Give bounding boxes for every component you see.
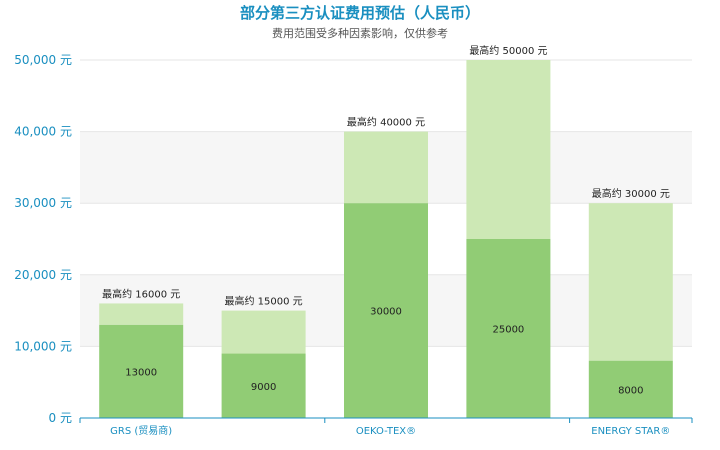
bar-base-label: 30000	[370, 307, 402, 318]
bar-top-label: 最高约 16000 元	[102, 287, 180, 300]
bar-top-label: 最高约 15000 元	[225, 295, 303, 308]
bar-top-label: 最高约 50000 元	[469, 44, 547, 57]
chart-title: 部分第三方认证费用预估（人民币）	[240, 4, 480, 22]
y-tick-label: 30,000 元	[14, 196, 72, 210]
bar-range-segment	[588, 203, 673, 361]
bar-top-label: 最高约 30000 元	[592, 187, 670, 200]
bar-range-segment	[99, 303, 184, 325]
y-axis-ticks: 0 元 10,000 元 20,000 元 30,000 元 40,000 元 50,00…	[14, 53, 72, 425]
x-axis: GRS (贸易商) OEKO-TEX® ENERGY STAR®	[79, 417, 693, 437]
y-tick-label: 20,000 元	[14, 268, 72, 282]
bar-base-label: 25000	[492, 325, 524, 336]
bar-range-segment	[344, 131, 428, 204]
bar-base-label: 13000	[125, 367, 157, 378]
bar-base-segment	[221, 353, 306, 418]
y-tick-label: 10,000 元	[14, 339, 72, 353]
y-tick-label: 0 元	[49, 411, 72, 425]
bar-range-segment	[221, 310, 306, 354]
chart-subtitle: 费用范围受多种因素影响，仅供参考	[272, 26, 448, 40]
y-tick-label: 50,000 元	[14, 53, 72, 67]
x-tick-label: GRS (贸易商)	[110, 424, 172, 437]
bar-range-segment	[466, 60, 551, 239]
bar-base-segment	[588, 360, 673, 418]
y-tick-label: 40,000 元	[14, 125, 72, 139]
bar-base-segment	[466, 239, 551, 418]
bars: 最高约 16000 元 13000 最高约 15000 元 9000 最高约 40000…	[99, 44, 673, 418]
bar-base-segment	[99, 324, 184, 418]
bar-top-label: 最高约 40000 元	[347, 116, 425, 129]
bar-base-segment	[344, 203, 428, 418]
bar-base-label: 8000	[618, 385, 643, 396]
x-tick-label: OEKO-TEX®	[356, 426, 416, 437]
bar-base-label: 9000	[251, 382, 276, 393]
x-tick-label: ENERGY STAR®	[591, 426, 670, 437]
